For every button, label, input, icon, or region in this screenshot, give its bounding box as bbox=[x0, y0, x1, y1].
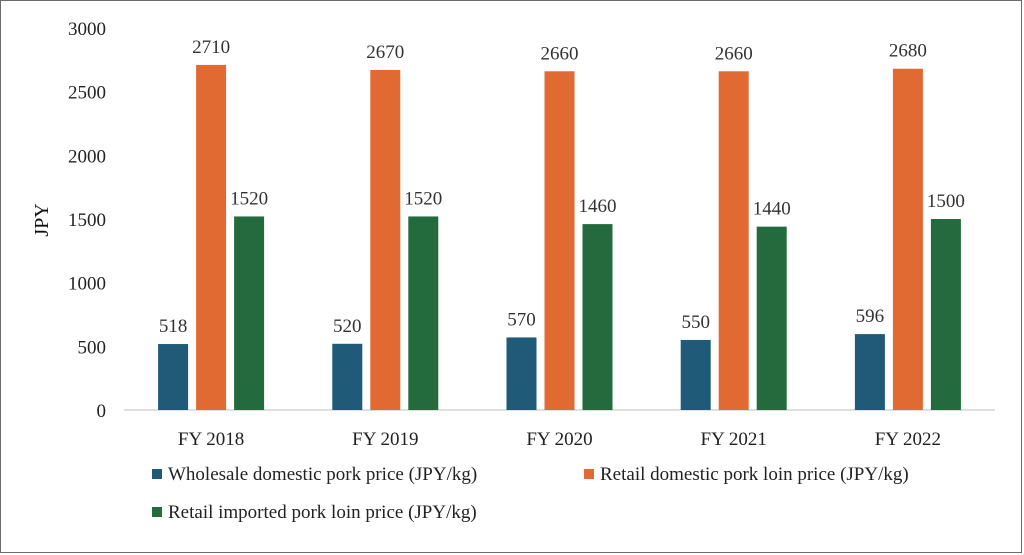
data-label: 2660 bbox=[715, 43, 753, 64]
data-label: 1440 bbox=[753, 199, 791, 220]
bar bbox=[854, 334, 885, 410]
bar bbox=[158, 344, 189, 410]
y-axis-label: JPY bbox=[31, 203, 53, 236]
legend-label: Retail imported pork loin price (JPY/kg) bbox=[168, 502, 477, 523]
data-label: 550 bbox=[681, 312, 710, 333]
data-label: 2680 bbox=[889, 41, 927, 62]
legend-label: Wholesale domestic pork price (JPY/kg) bbox=[168, 464, 477, 485]
bar bbox=[756, 226, 787, 410]
bar bbox=[506, 337, 537, 410]
data-label: 520 bbox=[333, 316, 362, 337]
data-label: 1460 bbox=[579, 196, 617, 217]
bar bbox=[544, 71, 575, 410]
x-tick-label: FY 2021 bbox=[701, 429, 767, 450]
x-axis-ticks: FY 2018 FY 2019 FY 2020 FY 2021 FY 2022 bbox=[178, 429, 941, 450]
bar bbox=[332, 343, 363, 410]
bar bbox=[718, 71, 749, 410]
bar bbox=[370, 70, 401, 411]
legend: Wholesale domestic pork price (JPY/kg) Re… bbox=[152, 464, 909, 523]
x-tick-label: FY 2018 bbox=[178, 429, 244, 450]
data-label: 1520 bbox=[230, 188, 268, 209]
bar bbox=[196, 64, 227, 410]
data-label: 1520 bbox=[404, 188, 442, 209]
data-label: 2660 bbox=[541, 43, 579, 64]
x-tick-label: FY 2019 bbox=[352, 429, 418, 450]
bar bbox=[930, 219, 961, 410]
x-tick-label: FY 2022 bbox=[875, 429, 941, 450]
x-tick-label: FY 2020 bbox=[526, 429, 592, 450]
y-tick-label: 2500 bbox=[68, 83, 106, 104]
legend-swatch bbox=[152, 507, 162, 517]
data-label: 2670 bbox=[366, 42, 404, 63]
bar bbox=[582, 224, 613, 410]
y-tick-label: 1500 bbox=[68, 210, 106, 231]
bar bbox=[234, 216, 265, 410]
bar bbox=[680, 339, 711, 410]
data-label: 570 bbox=[507, 309, 536, 330]
bar bbox=[892, 68, 923, 410]
legend-label: Retail domestic pork loin price (JPY/kg) bbox=[600, 464, 909, 485]
y-tick-label: 2000 bbox=[68, 146, 106, 167]
y-tick-label: 500 bbox=[78, 337, 107, 358]
y-tick-label: 1000 bbox=[68, 274, 106, 295]
bars-group: 518 2710 1520 520 2670 1520 570 2660 1460 550 2660… bbox=[158, 37, 965, 411]
bar bbox=[408, 216, 439, 410]
data-label: 1500 bbox=[927, 191, 965, 212]
data-label: 596 bbox=[856, 306, 885, 327]
data-label: 518 bbox=[159, 316, 188, 337]
y-tick-label: 0 bbox=[97, 401, 107, 422]
y-tick-label: 3000 bbox=[68, 19, 106, 40]
legend-swatch bbox=[152, 469, 162, 479]
y-axis-ticks: 0 500 1000 1500 2000 2500 3000 bbox=[68, 19, 106, 422]
data-label: 2710 bbox=[192, 37, 230, 58]
legend-swatch bbox=[584, 469, 594, 479]
